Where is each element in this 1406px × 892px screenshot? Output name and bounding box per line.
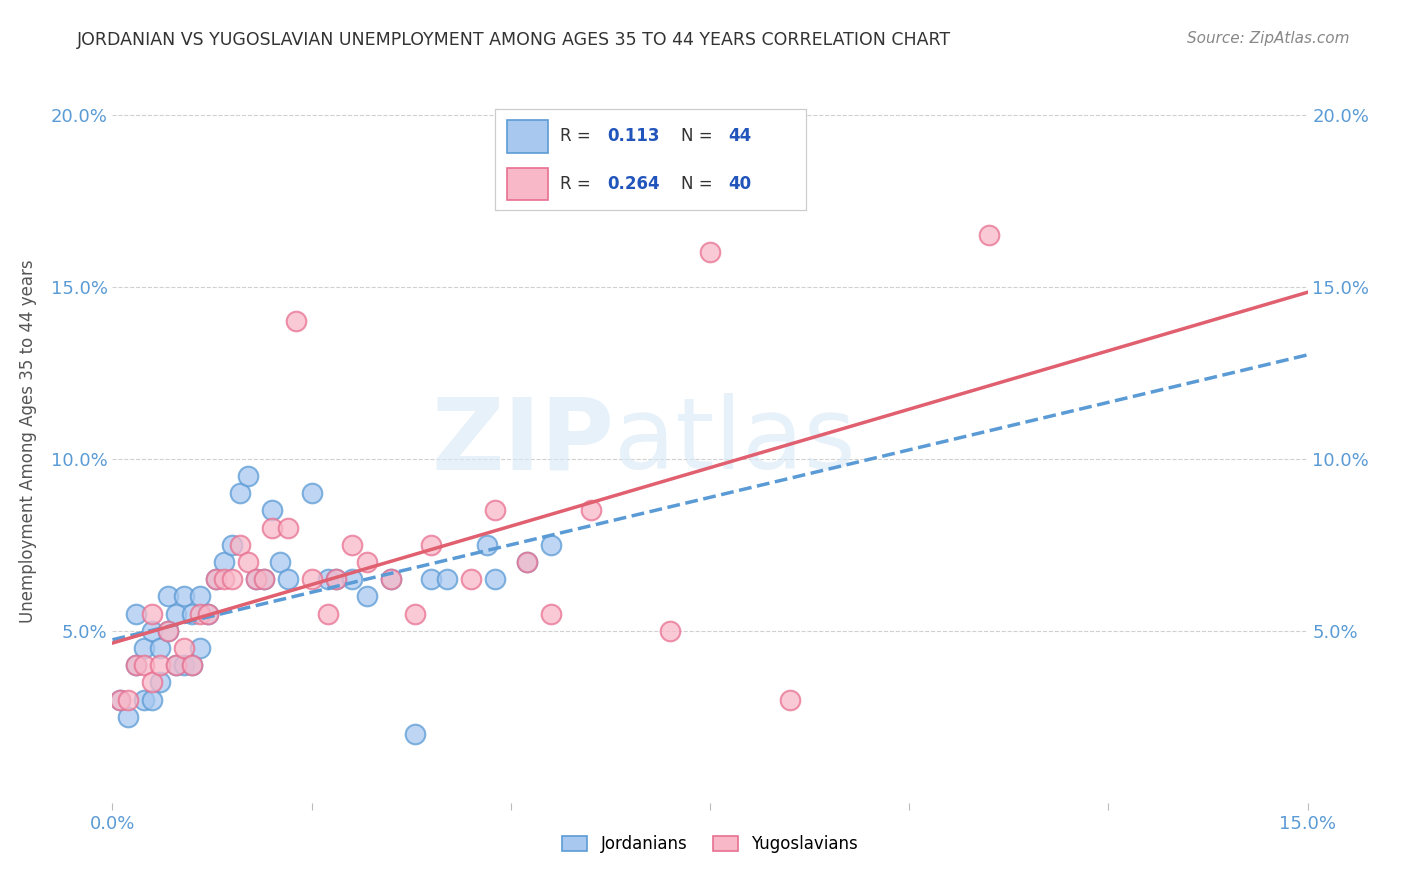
Point [110, 692, 132, 706]
Point [173, 658, 195, 673]
Point [484, 503, 506, 517]
Point [181, 658, 204, 673]
Point [229, 538, 252, 552]
Point [516, 555, 538, 569]
Text: Source: ZipAtlas.com: Source: ZipAtlas.com [1187, 31, 1350, 46]
Point [134, 692, 156, 706]
Point [197, 607, 219, 621]
Point [221, 538, 243, 552]
Point [260, 503, 283, 517]
Point [197, 607, 219, 621]
Point [404, 607, 426, 621]
Point [212, 572, 235, 586]
Point [157, 590, 180, 604]
Point [380, 572, 402, 586]
Point [436, 572, 458, 586]
Point [212, 555, 235, 569]
Text: JORDANIAN VS YUGOSLAVIAN UNEMPLOYMENT AMONG AGES 35 TO 44 YEARS CORRELATION CHAR: JORDANIAN VS YUGOSLAVIAN UNEMPLOYMENT AM… [77, 31, 952, 49]
Point [188, 590, 211, 604]
Point [173, 590, 195, 604]
Point [977, 228, 1000, 243]
Point [157, 624, 180, 638]
Point [699, 245, 721, 260]
Point [181, 658, 204, 673]
Point [245, 572, 267, 586]
Point [125, 658, 148, 673]
Point [173, 640, 195, 655]
Point [340, 538, 363, 552]
Point [245, 572, 267, 586]
Point [277, 572, 299, 586]
Point [269, 555, 291, 569]
Point [475, 538, 498, 552]
Point [380, 572, 402, 586]
Point [149, 675, 172, 690]
Point [284, 314, 307, 328]
Point [188, 640, 211, 655]
Point [460, 572, 482, 586]
Point [316, 607, 339, 621]
Point [149, 640, 172, 655]
Text: ZIP: ZIP [432, 393, 614, 490]
Point [301, 572, 323, 586]
Point [141, 692, 163, 706]
Point [141, 624, 163, 638]
Point [181, 607, 204, 621]
Point [253, 572, 276, 586]
Point [205, 572, 228, 586]
Point [134, 658, 156, 673]
Point [516, 555, 538, 569]
Point [125, 658, 148, 673]
Point [149, 658, 172, 673]
Point [157, 624, 180, 638]
Point [356, 555, 378, 569]
Point [229, 486, 252, 500]
Point [420, 572, 443, 586]
Point [117, 692, 139, 706]
Point [260, 520, 283, 534]
Point [325, 572, 347, 586]
Point [165, 658, 187, 673]
Point [301, 486, 323, 500]
Y-axis label: Unemployment Among Ages 35 to 44 years: Unemployment Among Ages 35 to 44 years [18, 260, 37, 624]
Point [540, 607, 562, 621]
Point [110, 692, 132, 706]
Point [325, 572, 347, 586]
Point [779, 692, 801, 706]
Point [340, 572, 363, 586]
Point [141, 607, 163, 621]
Point [659, 624, 682, 638]
Point [356, 590, 378, 604]
Point [316, 572, 339, 586]
Text: atlas: atlas [614, 393, 856, 490]
Point [277, 520, 299, 534]
Point [188, 607, 211, 621]
Point [236, 469, 259, 483]
Legend: Jordanians, Yugoslavians: Jordanians, Yugoslavians [555, 828, 865, 860]
Point [141, 675, 163, 690]
Point [165, 607, 187, 621]
Point [221, 572, 243, 586]
Point [205, 572, 228, 586]
Point [134, 640, 156, 655]
Point [579, 503, 602, 517]
Point [484, 572, 506, 586]
Point [117, 710, 139, 724]
Point [420, 538, 443, 552]
Point [540, 538, 562, 552]
Point [404, 727, 426, 741]
Point [253, 572, 276, 586]
Point [125, 607, 148, 621]
Point [236, 555, 259, 569]
Point [165, 658, 187, 673]
